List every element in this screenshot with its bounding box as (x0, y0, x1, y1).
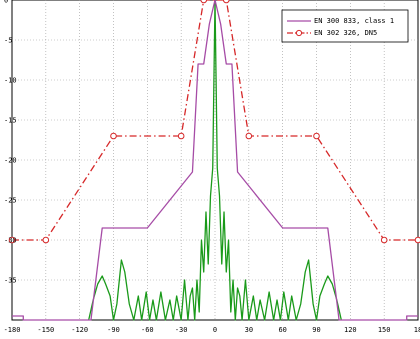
series-marker-1 (245, 132, 253, 140)
y-tick-label: -30 (4, 237, 17, 245)
series-marker-1 (8, 236, 16, 244)
x-tick-label: -30 (175, 326, 188, 334)
y-tick-label: 0 (4, 0, 8, 5)
legend: EN 300 833, class 1 EN 302 326, DN5 (281, 9, 409, 43)
x-tick-label: -150 (37, 326, 54, 334)
grid (12, 0, 418, 320)
series-marker-1 (177, 132, 185, 140)
x-tick-label: 90 (312, 326, 320, 334)
series-marker-1 (380, 236, 388, 244)
x-tick-label: -120 (71, 326, 88, 334)
legend-marker-en302326 (295, 29, 303, 37)
x-tick-label: 18 (414, 326, 420, 334)
x-tick-label: 0 (213, 326, 217, 334)
series-line-1 (12, 0, 418, 241)
series-line-0 (12, 0, 418, 321)
x-tick-label: 30 (245, 326, 253, 334)
tick-labels: -180-150-120-90-60-300306090120150180-5-… (4, 0, 420, 334)
legend-label-en300833: EN 300 833, class 1 (314, 17, 394, 25)
x-tick-label: 60 (278, 326, 286, 334)
series-marker-1 (414, 236, 420, 244)
series-marker-1 (200, 0, 208, 4)
series-marker-1 (42, 236, 50, 244)
y-tick-label: -25 (4, 197, 17, 205)
legend-label-en302326: EN 302 326, DN5 (314, 29, 377, 37)
x-tick-label: -180 (4, 326, 21, 334)
x-tick-label: 120 (344, 326, 357, 334)
x-tick-label: -90 (107, 326, 120, 334)
y-tick-label: -35 (4, 277, 17, 285)
x-tick-label: -60 (141, 326, 154, 334)
y-tick-label: -5 (4, 37, 12, 45)
y-tick-label: -15 (4, 117, 17, 125)
series-layer (8, 0, 420, 321)
x-tick-label: 150 (378, 326, 391, 334)
series-marker-1 (110, 132, 117, 140)
series-marker-1 (313, 132, 320, 140)
y-tick-label: -20 (4, 157, 17, 165)
legend-box (281, 9, 409, 43)
series-marker-1 (222, 0, 230, 4)
y-tick-label: -10 (4, 77, 17, 85)
series-line-2 (88, 0, 342, 321)
